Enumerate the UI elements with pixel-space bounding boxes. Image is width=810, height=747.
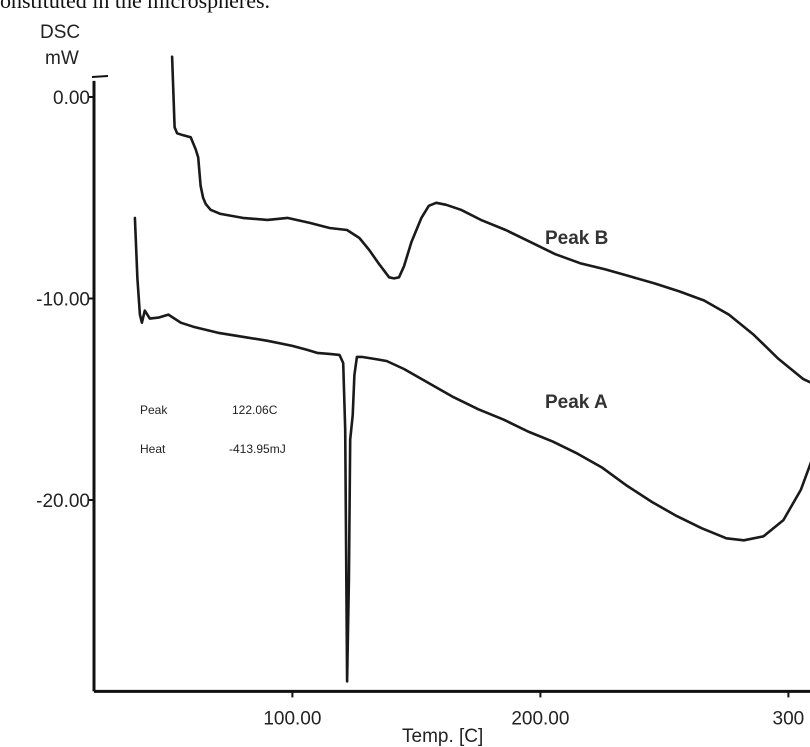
caption-fragment: onstituted in the microspheres. — [0, 0, 271, 13]
x-tick-label-2: 300 — [773, 708, 805, 729]
series-label-peak-b: Peak B — [545, 228, 608, 249]
y-axis-top-tick — [91, 75, 109, 78]
x-axis-label: Temp. [C] — [402, 726, 483, 747]
series-line-peak-a — [133, 216, 810, 683]
y-ticks: 0.00 -10.00 -20.00 — [36, 88, 94, 512]
x-tick-label-0: 100.00 — [263, 708, 321, 729]
y-tick-label-0: 0.00 — [53, 88, 90, 109]
x-ticks: 100.00 200.00 300 — [263, 691, 804, 729]
series-line-peak-b — [170, 55, 810, 384]
annotation-heat-value: -413.95mJ — [229, 442, 286, 456]
y-axis-label-line1: DSC — [40, 22, 80, 43]
y-tick-label-1: -10.00 — [36, 290, 90, 311]
series-label-peak-a: Peak A — [545, 392, 608, 413]
plot-area — [91, 75, 810, 693]
x-tick-label-1: 200.00 — [511, 708, 569, 729]
y-tick-label-2: -20.00 — [36, 491, 90, 512]
y-axis-label-line2: mW — [45, 48, 79, 69]
annotation-peak-label: Peak — [140, 403, 168, 417]
series-layer — [133, 55, 810, 683]
annotation-peak-value: 122.06C — [232, 403, 278, 417]
annotation-heat-label: Heat — [140, 442, 166, 456]
